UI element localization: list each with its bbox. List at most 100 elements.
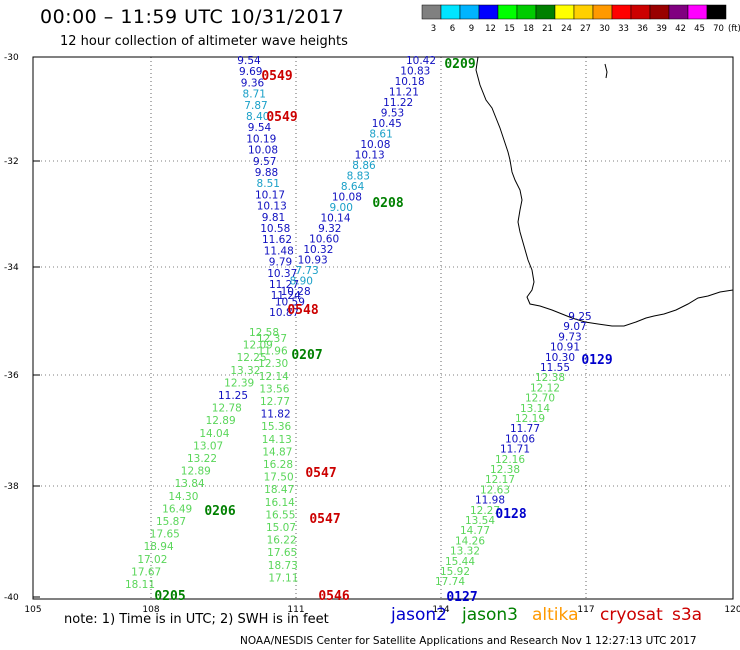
wave-height-value: 12.38 <box>535 372 565 384</box>
legend-label: 6 <box>450 24 455 34</box>
legend-label: 3 <box>431 24 436 34</box>
wave-height-value: 11.96 <box>258 346 288 358</box>
legend-swatch <box>516 4 537 20</box>
wave-height-value: 18.11 <box>125 579 155 591</box>
wave-height-value: 9.57 <box>253 156 276 168</box>
wave-height-value: 10.13 <box>355 150 385 162</box>
wave-height-value: 10.30 <box>545 352 575 364</box>
wave-height-value: 12.27 <box>470 505 500 517</box>
footer-credit: NOAA/NESDIS Center for Satellite Applica… <box>240 635 697 647</box>
pass-time-label: 0208 <box>372 196 403 211</box>
legend-swatch <box>535 4 556 20</box>
lat-label: -36 <box>4 371 19 381</box>
wave-height-value: 12.58 <box>249 327 279 339</box>
wave-height-value: 14.26 <box>455 535 485 547</box>
legend-label: 12 <box>485 24 496 34</box>
wave-height-value: 13.56 <box>259 383 289 395</box>
wave-height-value: 10.08 <box>332 192 362 204</box>
wave-height-value: 11.98 <box>475 495 505 507</box>
wave-height-value: 9.88 <box>255 167 278 179</box>
wave-height-value: 10.37 <box>267 268 297 280</box>
wave-height-value: 12.38 <box>490 464 520 476</box>
wave-height-value: 12.25 <box>237 352 267 364</box>
legend-label: 9 <box>469 24 474 34</box>
legend-label: 42 <box>675 24 686 34</box>
wave-height-value: 17.65 <box>267 547 297 559</box>
map-subtitle: 12 hour collection of altimeter wave hei… <box>60 34 348 49</box>
wave-height-value: 10.14 <box>320 213 350 225</box>
wave-height-value: 11.24 <box>271 290 301 302</box>
wave-height-value: 16.14 <box>265 497 295 509</box>
wave-height-value: 8.71 <box>243 89 266 101</box>
pass-time-label: 0207 <box>291 348 322 363</box>
pass-time-label: 0547 <box>305 466 336 481</box>
wave-height-value: 10.91 <box>550 342 580 354</box>
lat-label: -34 <box>4 263 19 273</box>
legend-swatch <box>687 4 708 20</box>
wave-height-value: 8.51 <box>257 178 280 190</box>
legend-swatch <box>706 4 727 20</box>
wave-height-value: 12.12 <box>530 382 560 394</box>
wave-height-value: 15.92 <box>440 566 470 578</box>
wave-height-value: 11.77 <box>510 423 540 435</box>
wave-height-value: 10.60 <box>309 234 339 246</box>
wave-height-value: 14.87 <box>262 446 292 458</box>
wave-height-value: 8.61 <box>369 129 392 141</box>
pass-time-label: 0127 <box>446 590 477 605</box>
legend-swatch <box>630 4 651 20</box>
color-legend: 3 6 9 12 15 18 21 24 27 30 33 36 39 42 45 70 (ft) <box>421 4 740 34</box>
wave-height-value: 13.14 <box>520 403 550 415</box>
wave-height-value: 12.37 <box>257 333 287 345</box>
pass-time-label: 0205 <box>154 589 185 604</box>
wave-height-value: 15.07 <box>266 522 296 534</box>
wave-height-value: 12.70 <box>525 393 555 405</box>
pass-time-label: 0549 <box>266 110 297 125</box>
pass-time-label: 0209 <box>444 57 475 72</box>
lat-lon-grid: -30 -32 -34 -36 -38 -40 105 108 111 114 117 120 <box>4 53 740 615</box>
sat-legend-altika: altika <box>532 605 579 625</box>
lon-label: 117 <box>577 605 594 615</box>
wave-height-value: 17.65 <box>150 529 180 541</box>
legend-label: 21 <box>542 24 553 34</box>
legend-swatch <box>554 4 575 20</box>
wave-height-value: 10.13 <box>257 201 287 213</box>
wave-height-value: 11.71 <box>500 444 530 456</box>
wave-height-value: 8.40 <box>246 111 269 123</box>
wave-height-value: 13.84 <box>175 478 205 490</box>
legend-units: (ft) <box>728 24 740 34</box>
wave-height-value: 14.77 <box>460 525 490 537</box>
lat-label: -32 <box>4 157 19 167</box>
legend-label: 45 <box>694 24 705 34</box>
legend-swatch <box>478 4 499 20</box>
wave-height-value: 9.79 <box>269 257 292 269</box>
legend-swatch <box>649 4 670 20</box>
legend-swatch <box>573 4 594 20</box>
legend-swatch <box>440 4 461 20</box>
wave-height-value: 9.54 <box>248 122 272 134</box>
wave-height-value: 11.55 <box>540 362 570 374</box>
wave-height-value: 12.30 <box>258 358 288 370</box>
island-marker <box>604 63 608 79</box>
wave-height-value: 8.83 <box>347 171 370 183</box>
wave-height-value: 13.32 <box>230 365 260 377</box>
wave-height-value: 17.74 <box>435 576 465 588</box>
wave-height-value: 13.32 <box>450 546 480 558</box>
map-frame <box>32 56 734 600</box>
lon-label: 111 <box>287 605 304 615</box>
wave-height-value: 16.28 <box>263 459 293 471</box>
wave-height-value: 16.55 <box>265 509 295 521</box>
wave-height-value: 10.59 <box>275 297 305 309</box>
wave-height-value: 7.73 <box>295 265 318 277</box>
wave-height-value: 10.87 <box>269 307 299 319</box>
legend-label: 30 <box>599 24 610 34</box>
wave-height-value: 10.17 <box>255 189 285 201</box>
wave-height-value: 9.07 <box>563 321 586 333</box>
track-2: 10.4210.8310.1811.2111.229.5310.458.6110… <box>269 55 436 319</box>
wave-height-value: 9.32 <box>318 223 341 235</box>
pass-time-label: 0206 <box>204 504 235 519</box>
pass-time-label: 0549 <box>261 69 292 84</box>
wave-height-value: 16.22 <box>267 535 297 547</box>
wave-height-value: 11.21 <box>389 87 419 99</box>
lon-label: 105 <box>24 605 41 615</box>
